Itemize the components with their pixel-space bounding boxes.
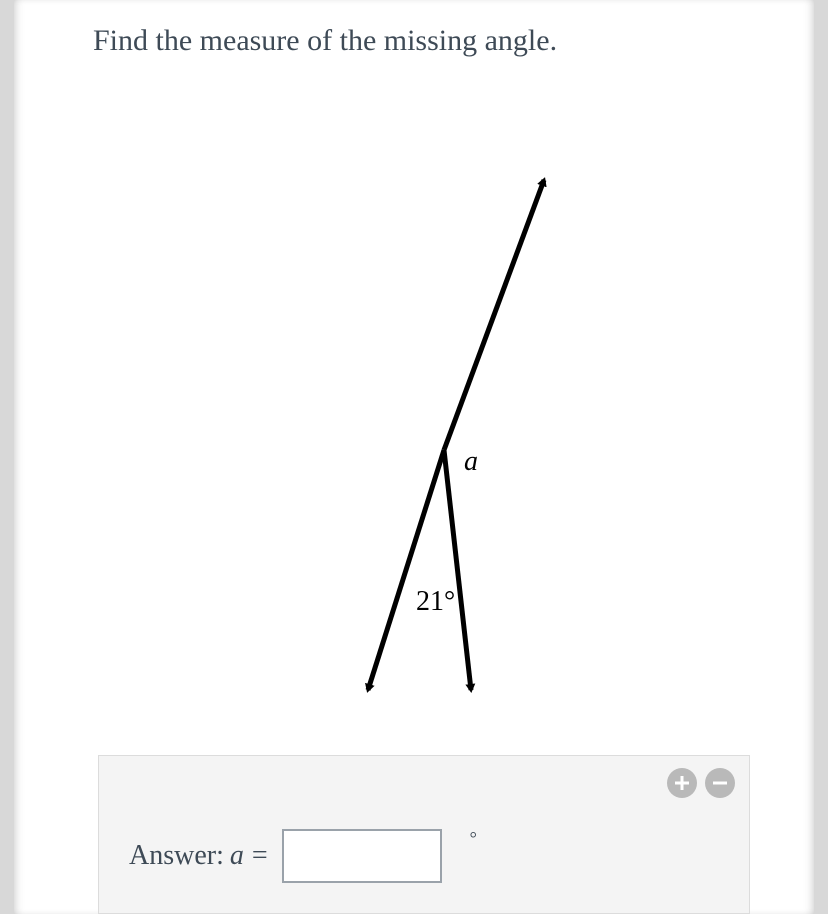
answer-variable: a — [230, 840, 244, 872]
answer-panel: Answer: a = ° — [98, 755, 750, 914]
page: Find the measure of the missing angle. a… — [0, 0, 828, 914]
question-prompt: Find the measure of the missing angle. — [93, 24, 557, 58]
degree-unit: ° — [470, 828, 477, 849]
label-known-angle: 21° — [416, 586, 455, 617]
equals-sign: = — [252, 840, 268, 872]
ray-lower-left — [368, 450, 444, 690]
angle-diagram: a 21° — [38, 150, 790, 710]
plus-icon — [673, 774, 691, 792]
minus-icon — [711, 774, 729, 792]
zoom-controls — [667, 768, 735, 798]
answer-input[interactable] — [282, 829, 442, 883]
label-unknown-angle: a — [464, 446, 478, 477]
answer-label: Answer: — [129, 840, 224, 872]
diagram-svg: a 21° — [164, 150, 664, 710]
content-area: Find the measure of the missing angle. a… — [38, 0, 790, 914]
ray-lower-right — [444, 450, 471, 690]
zoom-in-button[interactable] — [667, 768, 697, 798]
zoom-out-button[interactable] — [705, 768, 735, 798]
ray-upper — [444, 180, 544, 450]
answer-row: Answer: a = ° — [129, 829, 477, 883]
